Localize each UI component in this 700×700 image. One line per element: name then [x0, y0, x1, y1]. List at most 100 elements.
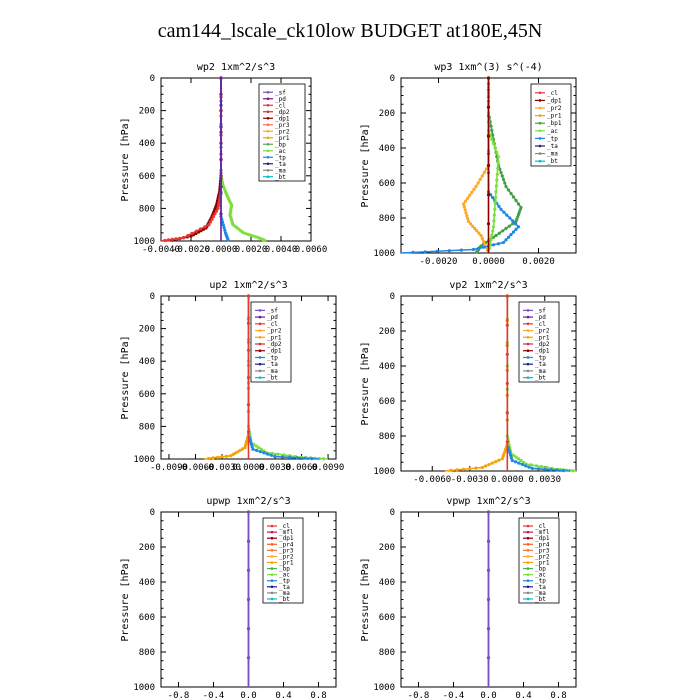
legend-marker — [266, 90, 270, 94]
legend-marker — [526, 315, 530, 319]
legend-marker — [526, 369, 530, 373]
legend-label: _tp — [547, 135, 558, 142]
series-marker — [493, 201, 497, 205]
series-marker — [220, 455, 224, 459]
series-marker — [254, 444, 258, 448]
chart-wp2: wp2 1xm^2/s^3 Pressure [hPa] 0 200 400 600 800… — [120, 62, 327, 255]
series-marker — [496, 166, 500, 170]
series-marker — [462, 205, 466, 209]
series-marker — [486, 222, 491, 226]
series-marker — [486, 105, 491, 109]
legend-marker — [526, 362, 530, 366]
y-tick-label: 600 — [379, 613, 395, 623]
series-marker — [250, 445, 254, 449]
legend-label: _ta — [535, 361, 546, 368]
series-line — [444, 296, 509, 472]
legend-label: _ma — [535, 590, 546, 597]
legend-marker — [266, 162, 270, 166]
series-marker — [490, 137, 494, 141]
legend-label: _bp — [535, 566, 546, 573]
series-marker — [224, 454, 228, 458]
legend-label: _dp1 — [535, 348, 550, 355]
series-marker — [468, 467, 472, 471]
series-marker — [486, 539, 491, 543]
series-marker — [246, 510, 251, 514]
series-marker — [269, 453, 273, 457]
legend-label: _dp1 — [279, 535, 294, 542]
series-marker — [529, 463, 533, 467]
chart-vp2: vp2 1xm^2/s^3 Pressure [hPa] 0 200 400 600 800… — [360, 280, 577, 485]
series-marker — [246, 403, 251, 407]
series-marker — [252, 442, 256, 446]
legend-box — [518, 301, 560, 383]
series-marker — [211, 214, 216, 219]
y-tick-label: 0 — [150, 292, 155, 302]
series-marker — [472, 187, 476, 191]
series-marker — [511, 219, 515, 223]
x-tick-label: 0.0020 — [522, 257, 555, 267]
series-marker — [479, 233, 483, 238]
y-tick-label: 0 — [390, 508, 395, 518]
series-marker — [246, 294, 251, 298]
series-marker — [244, 232, 248, 236]
legend-marker — [526, 376, 530, 379]
series-marker — [561, 469, 566, 473]
series-marker — [480, 465, 484, 470]
series-marker — [492, 213, 496, 217]
series-marker — [461, 467, 466, 471]
series-marker — [280, 455, 284, 459]
series-cl — [246, 510, 251, 687]
series-marker — [423, 250, 427, 254]
chart-vpwp: vpwp 1xm^2/s^3 Pressure [hPa] 0 200 400 600 80… — [360, 496, 577, 700]
x-tick-label: -0.0020 — [420, 257, 458, 267]
series-cl — [160, 76, 223, 243]
series-marker — [246, 321, 251, 325]
series-marker — [170, 237, 174, 241]
series-marker — [211, 456, 215, 460]
series-marker — [543, 467, 547, 471]
series-marker — [222, 225, 226, 229]
series-marker — [241, 231, 246, 235]
legend-label: _pr2 — [279, 553, 294, 560]
y-axis-label: Pressure [hPa] — [360, 557, 371, 641]
series-marker — [203, 225, 207, 229]
y-axis-label: Pressure [hPa] — [120, 557, 131, 641]
series-marker — [464, 199, 468, 203]
legend-label: _sf — [535, 307, 546, 314]
legend-marker — [526, 329, 530, 332]
legend-marker — [526, 573, 530, 576]
series-marker — [505, 323, 509, 327]
series-marker — [447, 249, 451, 253]
series-marker — [295, 456, 299, 460]
series-marker — [505, 440, 509, 444]
legend-marker — [266, 97, 270, 101]
series-marker — [516, 215, 520, 219]
y-tick-label: 600 — [379, 397, 395, 407]
series-marker — [486, 656, 491, 660]
x-tick-label: 0.0000 — [205, 245, 238, 255]
series-marker — [491, 225, 496, 229]
legend-label: _pd — [275, 96, 286, 103]
legend-label: _pr1 — [275, 135, 290, 142]
legend-label: _pd — [535, 314, 546, 321]
legend-marker — [526, 579, 530, 583]
series-marker — [231, 452, 235, 456]
series-marker — [491, 133, 495, 137]
series-marker — [163, 238, 167, 243]
legend-marker — [526, 530, 530, 534]
series-marker — [491, 243, 496, 247]
series-marker — [241, 447, 245, 451]
legend-marker — [538, 106, 542, 110]
legend-marker — [270, 585, 274, 589]
x-tick-label: 0.0060 — [285, 463, 318, 473]
x-tick-label: 0.0000 — [472, 257, 505, 267]
legend-marker — [526, 309, 530, 312]
series-marker — [490, 461, 494, 465]
legend-label: _dp2 — [275, 109, 290, 116]
chart-title: upwp 1xm^2/s^3 — [206, 496, 290, 507]
legend-marker — [266, 149, 270, 153]
series-marker — [480, 236, 484, 240]
series-marker — [255, 448, 259, 452]
series-marker — [491, 142, 496, 146]
series-marker — [534, 464, 539, 468]
